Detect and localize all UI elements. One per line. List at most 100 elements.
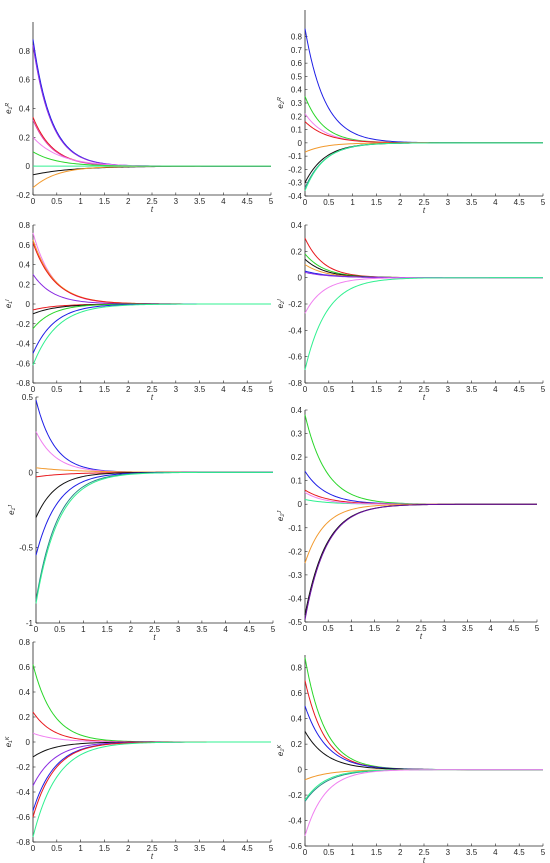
series-line-red	[32, 741, 271, 818]
y-tick-label: -0.8	[16, 838, 30, 847]
y-tick-label: -0.3	[288, 571, 302, 580]
x-tick-label: 1.5	[371, 385, 383, 394]
y-tick-label: 0.2	[19, 280, 31, 289]
series-line-blue	[32, 303, 271, 354]
x-tick-label: 2.5	[415, 624, 427, 633]
series-line-magenta	[32, 119, 271, 167]
x-tick-label: 3	[442, 624, 447, 633]
x-tick-label: 1.5	[371, 198, 383, 207]
chart-panel-1: 0 0.5 1 1.5 2 2.5 3 3.5 4 4.5 5-0.200.20.40.60.8te…	[4, 22, 274, 214]
y-tick-label: 0.2	[291, 453, 303, 462]
series-line-pink	[32, 732, 271, 743]
y-tick-label: 0.4	[291, 406, 303, 415]
y-tick-label: -0.5	[19, 544, 33, 553]
x-tick-label: 3.5	[194, 844, 206, 853]
y-tick-label: 0.6	[291, 689, 303, 698]
y-tick-label: 0.4	[291, 221, 303, 230]
x-axis-label: t	[423, 206, 426, 215]
y-tick-label: -1	[26, 619, 34, 628]
x-tick-label: 3	[174, 197, 179, 206]
series-line-blue	[32, 39, 271, 167]
chart-panel-3: 0 0.5 1 1.5 2 2.5 3 3.5 4 4.5 5-0.8-0.6-0.4-0.200.…	[4, 221, 274, 402]
x-tick-label: 3.5	[196, 625, 208, 634]
y-tick-label: 0	[298, 500, 303, 509]
chart-panel-8: 0 0.5 1 1.5 2 2.5 3 3.5 4 4.5 5 -0.6 -0.4 -0.2 0 0.2 0.4…	[276, 655, 546, 863]
series-line-green	[304, 414, 537, 505]
x-tick-label: 0.5	[323, 848, 335, 857]
y-tick-label: 0.2	[19, 713, 31, 722]
y-tick-label: 0	[29, 468, 34, 477]
x-tick-label: 4	[493, 848, 498, 857]
y-tick-label: 0	[26, 738, 31, 747]
x-tick-label: 2.5	[146, 844, 158, 853]
x-tick-label: 0	[303, 385, 308, 394]
x-tick-label: 4	[493, 385, 498, 394]
y-tick-label: 0.3	[291, 430, 303, 439]
y-tick-label: 0.1	[291, 126, 303, 135]
y-tick-label: 0.8	[19, 638, 31, 647]
y-tick-label: -0.4	[288, 192, 302, 201]
x-axis-label: t	[151, 393, 154, 402]
series-line-pink	[304, 769, 543, 836]
chart-panel-6: 0 0.5 1 1.5 2 2.5 3 3.5 4 4.5 5 -0.5 -0.4 -0.3 -0.2 -0.…	[276, 406, 540, 641]
y-tick-label: -0.2	[288, 791, 302, 800]
series-line-spring	[304, 769, 543, 801]
y-tick-label: -0.5	[288, 618, 302, 627]
y-tick-label: -0.6	[16, 359, 30, 368]
x-tick-label: 1	[78, 844, 83, 853]
series-line-red	[304, 680, 543, 771]
series-line-orange	[32, 239, 271, 305]
x-tick-label: 4.5	[242, 844, 254, 853]
x-axis-label: t	[151, 852, 154, 861]
series-line-pink	[35, 431, 273, 473]
x-tick-label: 2	[129, 625, 134, 634]
x-tick-label: 0.5	[323, 385, 335, 394]
y-axis-label: e₂ᴿ	[276, 97, 285, 109]
series-line-red	[32, 711, 271, 743]
y-tick-label: 0.6	[19, 663, 31, 672]
x-tick-label: 2	[126, 385, 131, 394]
x-tick-label: 3.5	[466, 848, 478, 857]
series-line-black	[304, 142, 543, 183]
y-tick-label: 0.6	[19, 76, 31, 85]
x-tick-label: 2	[398, 385, 403, 394]
series-line-spring	[32, 303, 271, 366]
y-tick-label: -0.8	[16, 379, 30, 388]
x-tick-label: 2.5	[418, 848, 430, 857]
x-tick-label: 5	[271, 625, 276, 634]
y-tick-label: 0.1	[291, 477, 303, 486]
y-axis-label: e₁ᴷ	[4, 735, 13, 747]
chart-panel-4: 0 0.5 1 1.5 2 2.5 3 3.5 4 4.5 5 -0.8 -0.6 -0.4 -0.2 0 0.…	[276, 221, 546, 402]
series-line-black	[304, 258, 543, 279]
series-line-red	[32, 242, 271, 305]
x-tick-label: 4.5	[514, 198, 526, 207]
y-tick-label: 0.6	[19, 241, 31, 250]
x-axis-label: t	[420, 632, 423, 641]
series-line-red	[304, 121, 543, 144]
series-line-green	[304, 96, 543, 144]
x-tick-label: 5	[269, 197, 274, 206]
y-tick-label: 0	[298, 139, 303, 148]
x-tick-label: 2.5	[418, 385, 430, 394]
series-line-green	[304, 657, 543, 771]
series-line-spring	[35, 471, 273, 604]
x-axis-label: t	[151, 205, 154, 214]
y-tick-label: -0.4	[288, 326, 302, 335]
x-tick-label: 3	[174, 385, 179, 394]
x-tick-label: 4.5	[244, 625, 256, 634]
x-tick-label: 5	[269, 844, 274, 853]
series-line-orange	[304, 264, 543, 279]
y-tick-label: -0.2	[288, 165, 302, 174]
x-tick-label: 2	[398, 198, 403, 207]
x-tick-label: 0	[303, 198, 308, 207]
y-tick-label: 0.2	[291, 247, 303, 256]
x-tick-label: 1	[350, 198, 355, 207]
x-tick-label: 3.5	[466, 198, 478, 207]
series-line-green	[32, 303, 271, 330]
x-axis-label: t	[423, 393, 426, 402]
x-tick-label: 2	[126, 197, 131, 206]
y-tick-label: -0.2	[288, 547, 302, 556]
x-tick-label: 4	[493, 198, 498, 207]
x-tick-label: 3.5	[194, 197, 206, 206]
